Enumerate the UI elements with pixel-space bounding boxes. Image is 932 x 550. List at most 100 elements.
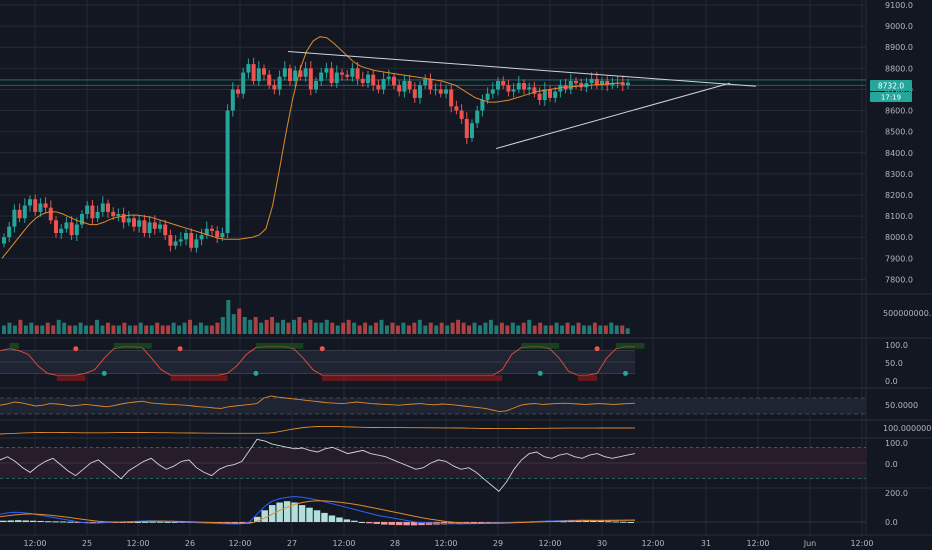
candle-body bbox=[43, 203, 48, 208]
macd-histogram-bar bbox=[306, 507, 313, 522]
volume-bar bbox=[248, 319, 253, 334]
candle-body bbox=[350, 68, 355, 77]
volume-bar bbox=[499, 322, 504, 334]
macd-histogram-bar bbox=[620, 521, 627, 523]
price-axis-tick: 9000.0 bbox=[885, 22, 913, 31]
volume-bar bbox=[155, 322, 160, 334]
candle-body bbox=[589, 78, 594, 84]
candle-body bbox=[282, 68, 287, 77]
volume-bar bbox=[171, 322, 176, 334]
cci-line bbox=[0, 438, 636, 493]
volume-axis-label: 500000000.0 bbox=[883, 309, 932, 318]
stoch-oversold-fill bbox=[75, 375, 86, 381]
candle-body bbox=[407, 81, 412, 90]
time-axis-tick: 12:00 bbox=[746, 539, 769, 548]
line-indicator bbox=[0, 425, 636, 435]
candle-body bbox=[542, 89, 547, 100]
stoch-overbought-fill bbox=[9, 343, 19, 349]
line-axis-label: 100.00000000 bbox=[883, 424, 932, 433]
candle-body bbox=[334, 72, 339, 84]
price-pane[interactable] bbox=[0, 36, 866, 259]
macd-histogram-bar bbox=[291, 502, 298, 522]
candle-body bbox=[163, 224, 168, 236]
stoch-overbought-fill bbox=[284, 343, 294, 349]
line-indicator-pane bbox=[0, 425, 636, 435]
time-axis-tick: 29 bbox=[493, 539, 503, 548]
macd-histogram-bar bbox=[276, 502, 283, 522]
volume-bar bbox=[603, 325, 608, 334]
candle-body bbox=[74, 224, 79, 236]
stoch-oversold-fill bbox=[66, 375, 76, 381]
macd-histogram-bar bbox=[119, 522, 126, 523]
time-axis-tick: 12:00 bbox=[23, 539, 46, 548]
time-axis[interactable]: 12:00 25 12:00 26 12:00 27 12:00 28 12:00 29 12:00… bbox=[23, 539, 873, 548]
stoch-cross-dot bbox=[319, 346, 325, 352]
time-axis-tick: 12:00 bbox=[538, 539, 561, 548]
volume-bar bbox=[231, 314, 236, 334]
stoch-cross-dot bbox=[101, 370, 107, 376]
candle-body bbox=[85, 205, 90, 214]
volume-bar bbox=[40, 325, 45, 334]
stoch-oversold-fill bbox=[407, 375, 418, 381]
volume-bar bbox=[625, 328, 630, 334]
volume-bar bbox=[2, 325, 6, 334]
volume-bar bbox=[313, 322, 318, 334]
candle-body bbox=[17, 209, 22, 219]
candle-body bbox=[496, 81, 500, 90]
candle-body bbox=[553, 91, 558, 98]
macd-histogram-bar bbox=[7, 520, 14, 522]
volume-bar bbox=[494, 325, 499, 334]
rsi-axis-label: 50.0000 bbox=[885, 401, 918, 410]
candle-body bbox=[33, 199, 38, 212]
price-axis[interactable]: 9100.09000.08900.08800.08700.08600.08500… bbox=[885, 1, 913, 284]
candle-body bbox=[490, 89, 495, 94]
volume-bar bbox=[111, 325, 116, 334]
time-axis-tick: 12:00 bbox=[332, 539, 355, 548]
candle-body bbox=[152, 222, 157, 229]
volume-bar bbox=[149, 325, 154, 334]
price-axis-tick: 8400.0 bbox=[885, 149, 913, 158]
macd-histogram-bar bbox=[605, 521, 612, 523]
volume-bar bbox=[543, 325, 548, 334]
candle-body bbox=[54, 220, 58, 233]
macd-histogram-bar bbox=[485, 522, 493, 523]
macd-histogram-bar bbox=[336, 517, 343, 522]
volume-bar bbox=[505, 325, 510, 334]
candle-body bbox=[345, 74, 350, 77]
volume-bar bbox=[73, 325, 78, 334]
macd-signal-line bbox=[0, 500, 636, 524]
volume-bar bbox=[209, 325, 214, 334]
candle-body bbox=[298, 70, 303, 77]
volume-bar bbox=[395, 325, 400, 334]
macd-histogram-bar bbox=[283, 501, 291, 522]
volume-bar bbox=[116, 325, 121, 334]
volume-bar bbox=[423, 325, 428, 334]
macd-histogram-bar bbox=[448, 522, 455, 525]
volume-bar bbox=[270, 317, 275, 334]
stoch-oversold-fill bbox=[331, 375, 342, 381]
macd-histogram-bar bbox=[395, 522, 403, 526]
volume-bar bbox=[434, 325, 439, 334]
stoch-overbought-fill bbox=[540, 343, 550, 349]
stoch-overbought-fill bbox=[549, 343, 560, 349]
volume-bar bbox=[198, 322, 203, 334]
candlestick-series[interactable] bbox=[2, 57, 630, 253]
macd-histogram-bar bbox=[313, 510, 321, 522]
macd-histogram-bar bbox=[298, 505, 306, 522]
stoch-oversold-fill bbox=[180, 375, 190, 381]
candle-body bbox=[386, 76, 391, 79]
macd-histogram-bar bbox=[373, 522, 380, 524]
volume-bar bbox=[144, 325, 149, 334]
time-axis-tick: 12:00 bbox=[850, 539, 873, 548]
volume-bar bbox=[401, 322, 406, 334]
macd-histogram-bar bbox=[89, 522, 97, 523]
stoch-oversold-fill bbox=[464, 375, 474, 381]
triangle-trendlines[interactable] bbox=[287, 50, 757, 150]
volume-bar bbox=[51, 325, 56, 334]
candle-body bbox=[199, 235, 204, 240]
candle-body bbox=[376, 85, 381, 90]
stoch-oversold-fill bbox=[350, 375, 361, 381]
stoch-overbought-fill bbox=[274, 343, 285, 349]
stoch-oversold-fill bbox=[379, 375, 389, 381]
